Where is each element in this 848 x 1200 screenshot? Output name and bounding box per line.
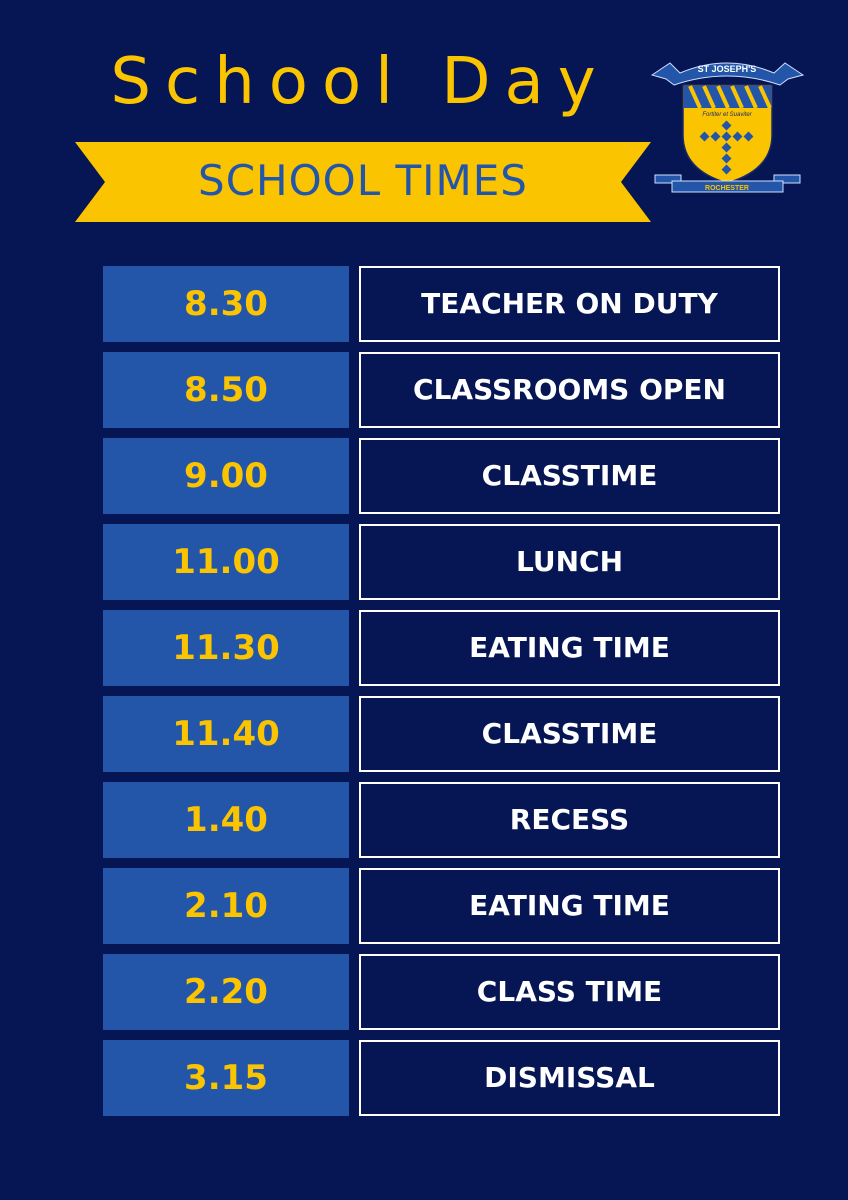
schedule-row: 2.10 EATING TIME bbox=[103, 868, 780, 944]
schedule-row: 11.00 LUNCH bbox=[103, 524, 780, 600]
svg-text:ST JOSEPH'S: ST JOSEPH'S bbox=[698, 64, 757, 74]
banner-subtitle: SCHOOL TIMES bbox=[198, 156, 528, 205]
time-cell: 2.10 bbox=[103, 868, 349, 944]
time-cell: 1.40 bbox=[103, 782, 349, 858]
activity-cell: EATING TIME bbox=[359, 610, 780, 686]
schedule-row: 9.00 CLASSTIME bbox=[103, 438, 780, 514]
time-cell: 8.50 bbox=[103, 352, 349, 428]
svg-text:ROCHESTER: ROCHESTER bbox=[705, 185, 749, 192]
activity-cell: CLASSTIME bbox=[359, 438, 780, 514]
time-cell: 3.15 bbox=[103, 1040, 349, 1116]
activity-cell: CLASSROOMS OPEN bbox=[359, 352, 780, 428]
activity-cell: TEACHER ON DUTY bbox=[359, 266, 780, 342]
time-cell: 8.30 bbox=[103, 266, 349, 342]
schedule-row: 2.20 CLASS TIME bbox=[103, 954, 780, 1030]
schedule-row: 11.30 EATING TIME bbox=[103, 610, 780, 686]
banner-ribbon bbox=[75, 142, 651, 222]
page-title: School Day bbox=[110, 45, 610, 119]
time-cell: 2.20 bbox=[103, 954, 349, 1030]
activity-cell: CLASSTIME bbox=[359, 696, 780, 772]
svg-text:Fortiter et Suaviter: Fortiter et Suaviter bbox=[702, 112, 752, 118]
schedule-row: 1.40 RECESS bbox=[103, 782, 780, 858]
activity-cell: EATING TIME bbox=[359, 868, 780, 944]
time-cell: 11.00 bbox=[103, 524, 349, 600]
activity-cell: RECESS bbox=[359, 782, 780, 858]
time-cell: 11.30 bbox=[103, 610, 349, 686]
schedule-row: 3.15 DISMISSAL bbox=[103, 1040, 780, 1116]
schedule-row: 11.40 CLASSTIME bbox=[103, 696, 780, 772]
activity-cell: DISMISSAL bbox=[359, 1040, 780, 1116]
time-cell: 9.00 bbox=[103, 438, 349, 514]
school-crest-logo: ST JOSEPH'S Fortiter et Suaviter ROCHEST… bbox=[650, 62, 805, 193]
schedule-row: 8.30 TEACHER ON DUTY bbox=[103, 266, 780, 342]
activity-cell: CLASS TIME bbox=[359, 954, 780, 1030]
time-cell: 11.40 bbox=[103, 696, 349, 772]
activity-cell: LUNCH bbox=[359, 524, 780, 600]
schedule-row: 8.50 CLASSROOMS OPEN bbox=[103, 352, 780, 428]
